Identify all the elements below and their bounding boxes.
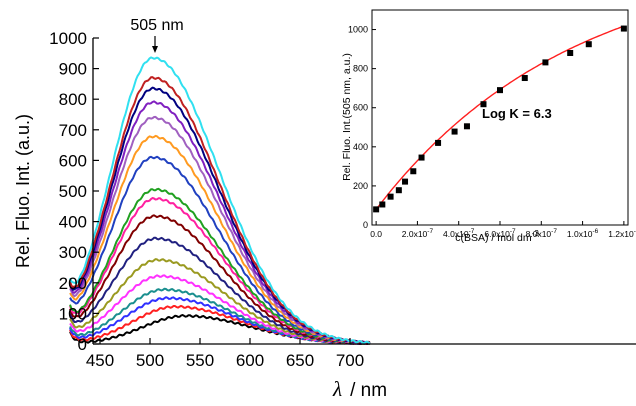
- spectrum-line: [69, 236, 371, 345]
- main-x-axis-label: / nm: [350, 380, 387, 401]
- inset-data-point: [379, 201, 386, 208]
- peak-annotation: 505 nm: [130, 17, 183, 34]
- inset-x-tick-label: 1.0x10-6: [567, 228, 599, 239]
- main-y-tick-label: 400: [59, 213, 87, 232]
- main-y-tick-label: 700: [59, 121, 87, 140]
- main-x-tick-label: 500: [136, 351, 164, 370]
- inset-data-point: [567, 50, 574, 56]
- inset-data-point: [542, 59, 549, 66]
- main-x-tick-label: 550: [186, 351, 214, 370]
- spectrum-line: [69, 134, 371, 345]
- main-y-ticks: 0 100 200 300 400 500 600 700 800 900 1000: [49, 29, 99, 354]
- main-x-tick-label: 450: [86, 351, 114, 370]
- inset-data-point: [410, 168, 417, 175]
- main-x-tick-label: 700: [336, 351, 364, 370]
- inset-data-point: [620, 25, 627, 32]
- main-x-axis-label-group: λ / nm: [332, 377, 387, 401]
- main-y-tick-label: 100: [59, 304, 87, 323]
- inset-x-axis-label-sup: -3: [532, 229, 540, 238]
- inset-x-axis-label: c(BSA) / mol dm: [455, 232, 532, 244]
- inset-x-tick-label: 6.0x10-7: [484, 228, 516, 239]
- main-y-tick-label: 800: [59, 90, 87, 109]
- inset-y-tick-label: 800: [353, 64, 368, 74]
- inset-data-point: [463, 123, 470, 130]
- main-x-axis-symbol: λ: [332, 377, 342, 401]
- inset-x-tick-label: 2.0x10-7: [402, 228, 434, 239]
- inset-data-point: [585, 41, 592, 48]
- peak-arrow-icon: [152, 36, 158, 53]
- main-x-tick-label: 650: [286, 351, 314, 370]
- inset-y-tick-label: 200: [353, 181, 368, 191]
- inset-y-tick-label: 400: [353, 142, 368, 152]
- inset-y-tick-label: 0: [363, 220, 368, 230]
- inset-data-point: [373, 206, 380, 213]
- inset-data-point: [497, 87, 503, 94]
- inset-data-point: [435, 139, 442, 146]
- main-y-tick-label: 300: [59, 243, 87, 262]
- binding-constant-annotation: Log K = 6.3: [482, 106, 552, 121]
- spectrum-line: [69, 115, 371, 345]
- inset-data-point: [521, 75, 528, 82]
- main-y-tick-label: 200: [59, 274, 87, 293]
- binding-isotherm-inset: 0 200 400 600 800 1000 0.0 2.0x10-7 4.0x10-7 6.0…: [341, 9, 636, 244]
- inset-x-tick-label: 4.0x10-7: [443, 228, 475, 239]
- main-y-axis-label: Rel. Fluo. Int. (a.u.): [13, 114, 33, 268]
- inset-data-point: [451, 128, 458, 135]
- inset-x-tick-label: 1.2x10-6: [608, 228, 636, 239]
- main-y-tick-label: 1000: [49, 29, 87, 48]
- inset-x-ticks: 0.0 2.0x10-7 4.0x10-7 6.0x10-7 8.0x10-7 1.0x1…: [370, 221, 636, 239]
- inset-x-tick-label: 8.0x10-7: [526, 228, 558, 239]
- inset-x-axis-label-group: c(BSA) / mol dm-3: [455, 229, 539, 244]
- inset-y-axis-label: Rel. Fluo. Int.(505 nm, a.u.): [341, 53, 353, 181]
- inset-points-group: [373, 25, 627, 213]
- main-x-tick-label: 600: [236, 351, 264, 370]
- main-y-tick-label: 900: [59, 60, 87, 79]
- inset-x-tick-label: 0.0: [370, 229, 382, 239]
- inset-y-ticks: 0 200 400 600 800 1000: [348, 25, 376, 230]
- main-x-ticks: 450 500 550 600 650 700: [86, 338, 364, 370]
- main-y-tick-label: 500: [59, 182, 87, 201]
- emission-spectra-chart: 0 100 200 300 400 500 600 700 800 900 1000 450 500 5…: [13, 17, 636, 401]
- main-y-tick-label: 600: [59, 151, 87, 170]
- inset-data-point: [395, 187, 402, 194]
- inset-data-point: [402, 178, 409, 185]
- inset-data-point: [418, 154, 425, 161]
- inset-y-tick-label: 600: [353, 103, 368, 113]
- spectra-series-group: [69, 56, 371, 345]
- inset-data-point: [480, 101, 487, 108]
- main-y-tick-label: 0: [78, 335, 87, 354]
- spectrum-line: [69, 56, 371, 345]
- inset-data-point: [387, 193, 394, 200]
- inset-y-tick-label: 1000: [348, 25, 368, 35]
